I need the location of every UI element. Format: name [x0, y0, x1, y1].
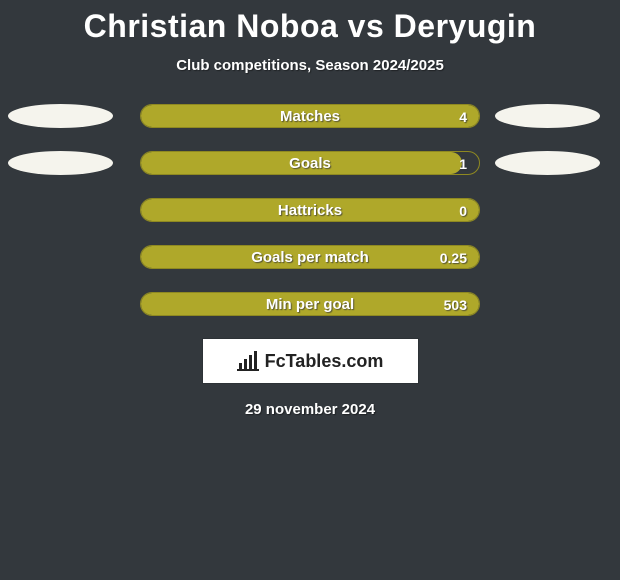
stat-label: Matches — [141, 105, 479, 127]
stat-value: 4 — [459, 105, 467, 127]
left-ellipse — [8, 104, 113, 128]
stat-bar: Goals1 — [140, 151, 480, 175]
stat-bar: Matches4 — [140, 104, 480, 128]
stat-label: Goals — [141, 152, 479, 174]
stat-bar: Goals per match0.25 — [140, 245, 480, 269]
stat-value: 0 — [459, 199, 467, 221]
subtitle: Club competitions, Season 2024/2025 — [0, 57, 620, 74]
date-text: 29 november 2024 — [0, 401, 620, 418]
stat-row: Matches4 — [0, 104, 620, 128]
stat-value: 0.25 — [440, 246, 467, 268]
logo-text: FcTables.com — [265, 351, 384, 372]
right-ellipse — [495, 151, 600, 175]
stat-row: Min per goal503 — [0, 292, 620, 316]
right-ellipse — [495, 104, 600, 128]
stats-list: Matches4Goals1Hattricks0Goals per match0… — [0, 104, 620, 316]
stat-row: Goals1 — [0, 151, 620, 175]
left-ellipse — [8, 151, 113, 175]
stat-bar: Min per goal503 — [140, 292, 480, 316]
stat-row: Hattricks0 — [0, 198, 620, 222]
page-title: Christian Noboa vs Deryugin — [0, 0, 620, 45]
stat-bar: Hattricks0 — [140, 198, 480, 222]
barchart-icon — [237, 351, 259, 371]
stat-row: Goals per match0.25 — [0, 245, 620, 269]
stat-label: Hattricks — [141, 199, 479, 221]
site-logo[interactable]: FcTables.com — [203, 339, 418, 383]
stat-value: 1 — [459, 152, 467, 174]
stat-label: Min per goal — [141, 293, 479, 315]
stat-label: Goals per match — [141, 246, 479, 268]
stat-value: 503 — [444, 293, 467, 315]
